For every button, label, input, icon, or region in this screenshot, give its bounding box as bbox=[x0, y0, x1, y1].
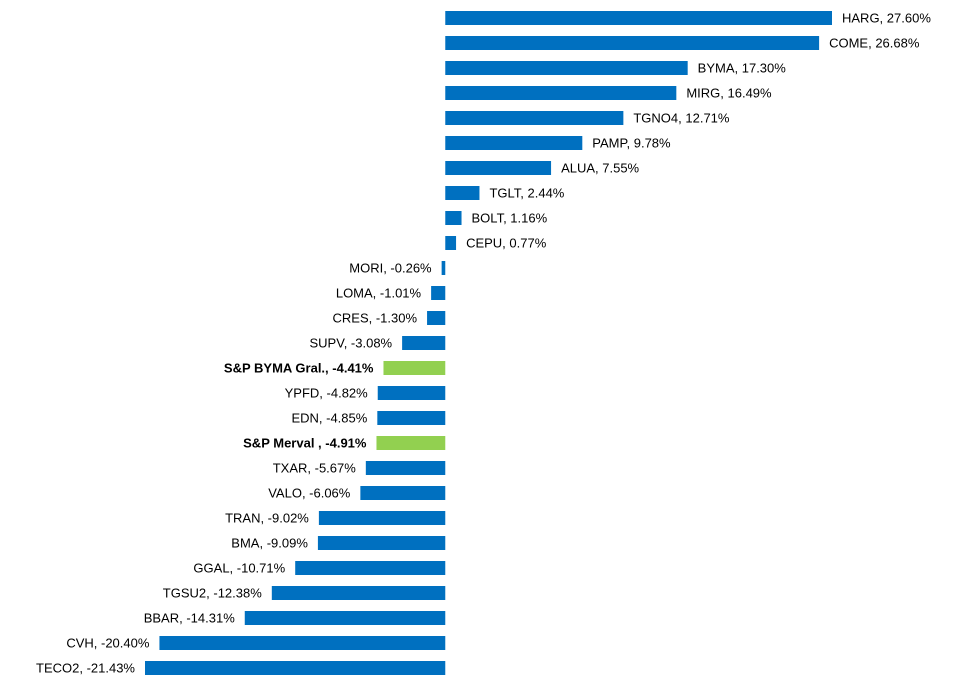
bar-label: LOMA, -1.01% bbox=[336, 285, 422, 300]
bar bbox=[441, 261, 446, 275]
bar-label: CEPU, 0.77% bbox=[466, 235, 547, 250]
bar bbox=[244, 611, 446, 625]
bar-label: TRAN, -9.02% bbox=[225, 510, 309, 525]
bar bbox=[445, 111, 624, 125]
bar-label: COME, 26.68% bbox=[829, 35, 920, 50]
bar-label: TECO2, -21.43% bbox=[36, 660, 135, 675]
bar-label: BYMA, 17.30% bbox=[698, 60, 787, 75]
bar bbox=[431, 286, 446, 300]
bar bbox=[445, 136, 583, 150]
bar-label: CVH, -20.40% bbox=[66, 635, 150, 650]
bar bbox=[377, 411, 446, 425]
bar-label: CRES, -1.30% bbox=[333, 310, 418, 325]
bar bbox=[295, 561, 446, 575]
bar-label: VALO, -6.06% bbox=[268, 485, 351, 500]
bar-label: S&P Merval , -4.91% bbox=[243, 435, 367, 450]
bar bbox=[383, 361, 446, 375]
bar-label: TGNO4, 12.71% bbox=[633, 110, 730, 125]
bar-label: PAMP, 9.78% bbox=[592, 135, 671, 150]
bar-label: EDN, -4.85% bbox=[291, 410, 367, 425]
bar-label: BMA, -9.09% bbox=[231, 535, 308, 550]
bar bbox=[445, 36, 820, 50]
bar-label: BBAR, -14.31% bbox=[144, 610, 235, 625]
bar bbox=[159, 636, 446, 650]
bar-label: S&P BYMA Gral., -4.41% bbox=[224, 360, 374, 375]
bar bbox=[402, 336, 446, 350]
bar bbox=[360, 486, 446, 500]
bar bbox=[445, 11, 832, 25]
bar bbox=[427, 311, 446, 325]
bar bbox=[365, 461, 446, 475]
bar-label: TXAR, -5.67% bbox=[273, 460, 357, 475]
bar-label: SUPV, -3.08% bbox=[309, 335, 392, 350]
bar bbox=[145, 661, 446, 675]
bar bbox=[445, 211, 462, 225]
bar-label: TGLT, 2.44% bbox=[489, 185, 564, 200]
bar bbox=[377, 386, 446, 400]
bar bbox=[445, 161, 552, 175]
bar bbox=[376, 436, 446, 450]
bar-label: MIRG, 16.49% bbox=[686, 85, 772, 100]
bar-label: BOLT, 1.16% bbox=[472, 210, 548, 225]
bar-label: GGAL, -10.71% bbox=[193, 560, 285, 575]
bar bbox=[445, 61, 688, 75]
bar bbox=[445, 86, 677, 100]
bar-label: MORI, -0.26% bbox=[349, 260, 432, 275]
bar-label: ALUA, 7.55% bbox=[561, 160, 639, 175]
bar-label: TGSU2, -12.38% bbox=[163, 585, 262, 600]
bar-label: YPFD, -4.82% bbox=[285, 385, 369, 400]
bar bbox=[317, 536, 446, 550]
bar bbox=[445, 186, 480, 200]
bar bbox=[318, 511, 446, 525]
bar bbox=[271, 586, 446, 600]
bar bbox=[445, 236, 457, 250]
bar-label: HARG, 27.60% bbox=[842, 10, 931, 25]
